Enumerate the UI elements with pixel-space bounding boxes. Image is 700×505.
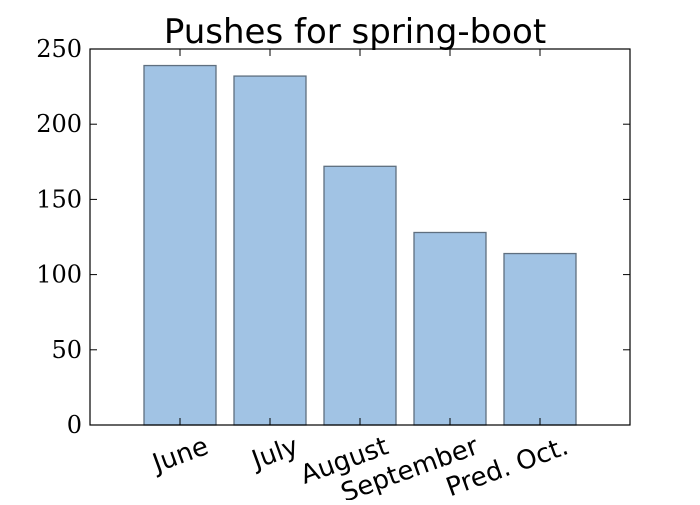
bar-june <box>143 64 217 426</box>
y-tick-label: 100 <box>36 261 82 289</box>
y-tick-label: 200 <box>36 110 82 138</box>
bar-august <box>323 165 397 426</box>
chart-title: Pushes for spring-boot <box>164 12 546 52</box>
bar-pred-oct <box>503 252 577 426</box>
y-tick-label: 150 <box>36 185 82 213</box>
bars-layer <box>143 64 577 426</box>
y-tick-label: 250 <box>36 35 82 63</box>
y-tick-label: 0 <box>67 411 82 439</box>
x-tick-label: June <box>147 431 212 479</box>
y-tick-label: 50 <box>51 336 82 364</box>
y-axis-ticks: 0 50 100 150 200 250 <box>36 35 630 439</box>
bar-september <box>413 231 487 426</box>
bar-july <box>233 75 307 426</box>
x-tick-label: July <box>246 431 302 476</box>
